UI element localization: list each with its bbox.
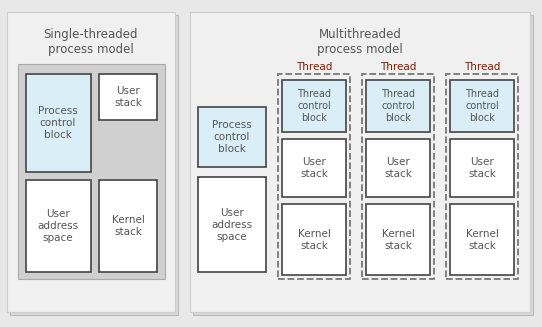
Bar [18,64,165,279]
Text: Kernel
stack: Kernel stack [382,229,415,251]
Bar [450,139,514,197]
Bar [282,80,346,132]
Text: Thread: Thread [296,62,332,72]
Bar [362,74,434,279]
Bar [99,74,157,120]
Bar [193,15,533,315]
Text: Thread
control
block: Thread control block [381,89,415,123]
Text: Thread: Thread [380,62,416,72]
Text: Thread: Thread [464,62,500,72]
Text: Single-threaded
process model: Single-threaded process model [44,28,138,56]
Text: User
stack: User stack [468,157,496,179]
Bar [99,180,157,272]
Bar [7,12,175,312]
Bar [26,74,91,172]
Text: Process
control
block: Process control block [212,120,252,154]
Bar [366,80,430,132]
Bar [198,107,266,167]
Bar [446,74,518,279]
Text: Multithreaded
process model: Multithreaded process model [317,28,403,56]
Text: Thread
control
block: Thread control block [465,89,499,123]
Text: Thread
control
block: Thread control block [297,89,331,123]
Text: User
address
space: User address space [211,208,253,242]
Bar [278,74,350,279]
Bar [190,12,530,312]
Text: Process
control
block: Process control block [38,106,78,140]
Bar [366,204,430,275]
Bar [450,204,514,275]
Bar [282,139,346,197]
Text: User
stack: User stack [300,157,328,179]
Text: Kernel
stack: Kernel stack [112,215,144,237]
Text: User
stack: User stack [384,157,412,179]
Bar [10,15,178,315]
Bar [366,139,430,197]
Text: Kernel
stack: Kernel stack [298,229,331,251]
Text: User
stack: User stack [114,86,142,108]
Text: User
address
space: User address space [37,209,79,243]
Bar [282,204,346,275]
Bar [198,177,266,272]
Bar [450,80,514,132]
Bar [26,180,91,272]
Text: Kernel
stack: Kernel stack [466,229,499,251]
